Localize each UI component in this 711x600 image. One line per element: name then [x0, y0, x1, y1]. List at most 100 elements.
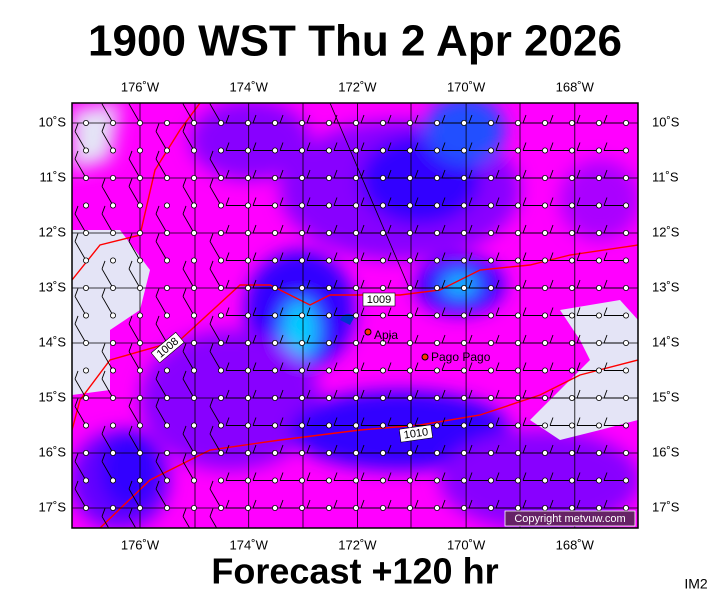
wind-barb	[387, 114, 413, 127]
wind-barb	[360, 114, 386, 127]
wind-barb	[414, 499, 440, 511]
barb-station	[217, 257, 224, 264]
barb-station	[542, 422, 549, 429]
barb-station	[163, 449, 170, 456]
barb-feather	[101, 288, 106, 297]
barb-feather	[603, 307, 608, 316]
barb-feather	[128, 508, 133, 517]
barb-station	[271, 339, 278, 346]
barb-station	[542, 174, 549, 181]
barb-feather	[225, 252, 230, 261]
wind-barb	[128, 343, 143, 374]
wind-barb	[279, 279, 305, 291]
wind-barb	[155, 288, 170, 319]
wind-barb	[101, 123, 117, 154]
wind-barb	[498, 527, 500, 528]
barb-feather	[128, 233, 133, 242]
barb-station	[487, 339, 494, 346]
wind-barb	[387, 142, 413, 154]
barb-station	[244, 339, 251, 346]
barb-station	[352, 422, 359, 429]
barb-station	[379, 229, 386, 236]
barb-station	[298, 449, 305, 456]
wind-barb	[110, 504, 117, 511]
wind-barb	[101, 178, 117, 209]
barb-station	[542, 339, 549, 346]
barb-feather	[209, 178, 214, 187]
wind-barb	[209, 508, 218, 528]
barb-station	[298, 120, 305, 127]
barb-station	[406, 339, 413, 346]
barb-station	[596, 229, 603, 236]
wind-barb	[333, 444, 359, 456]
barb-feather	[495, 417, 500, 426]
wind-barb	[101, 288, 117, 319]
barb-feather	[225, 224, 230, 234]
wind-barb	[360, 142, 386, 154]
barb-shaft	[101, 516, 110, 528]
wind-barb	[387, 307, 413, 319]
wind-barb	[252, 252, 278, 264]
lat-label: 13˚S	[652, 279, 680, 294]
apia-marker	[364, 328, 372, 336]
barb-feather	[441, 279, 446, 289]
barb-feather	[549, 472, 554, 481]
barb-feather	[333, 252, 338, 261]
barb-station	[190, 147, 197, 154]
wind-barb	[306, 472, 332, 484]
wind-barb	[182, 425, 197, 456]
wind-barb	[468, 444, 494, 456]
barb-feather	[74, 453, 79, 462]
barb-feather	[468, 307, 473, 316]
barb-station	[433, 339, 440, 346]
wind-barb	[360, 362, 386, 374]
barb-station	[136, 367, 143, 374]
wind-barb	[549, 142, 576, 154]
barb-station	[569, 284, 576, 291]
barb-station	[406, 367, 413, 374]
barb-shaft	[74, 158, 87, 179]
barb-station	[110, 422, 117, 429]
barb-station	[83, 147, 90, 154]
barb-shaft	[101, 186, 114, 206]
barb-station	[569, 174, 576, 181]
barb-station	[569, 449, 576, 456]
barb-shaft	[182, 103, 195, 124]
barb-station	[542, 257, 549, 264]
barb-station	[244, 312, 251, 319]
wind-barb	[522, 169, 549, 181]
lat-label: 15˚S	[39, 389, 67, 404]
isobar-label-text: 1009	[367, 294, 391, 306]
barb-station	[83, 174, 90, 181]
barb-feather	[225, 444, 230, 454]
barb-station	[460, 449, 467, 456]
barb-station	[407, 533, 412, 538]
wind-barb	[495, 114, 522, 127]
barb-feather	[522, 197, 527, 206]
barb-station	[271, 367, 278, 374]
barb-feather	[333, 279, 338, 289]
wind-barb	[441, 279, 467, 291]
barb-feather	[128, 480, 133, 490]
wind-barb	[549, 417, 576, 429]
barb-feather	[182, 453, 187, 462]
barb-station	[190, 367, 197, 374]
wind-barb	[333, 252, 359, 264]
barb-feather	[225, 197, 230, 206]
wind-barb	[279, 197, 305, 209]
barb-feather	[441, 307, 446, 316]
barb-station	[433, 147, 440, 154]
barb-station	[460, 202, 467, 209]
barb-feather	[360, 389, 365, 399]
wind-barb	[279, 307, 305, 319]
barb-feather	[225, 362, 230, 371]
barb-station	[379, 504, 386, 511]
barb-shaft	[182, 131, 195, 151]
wind-barb	[279, 169, 305, 181]
barb-feather	[279, 362, 284, 371]
barb-feather	[128, 260, 133, 270]
barb-feather	[128, 315, 133, 325]
wind-barb	[603, 169, 630, 181]
barb-station	[352, 367, 359, 374]
barb-station	[325, 394, 332, 401]
